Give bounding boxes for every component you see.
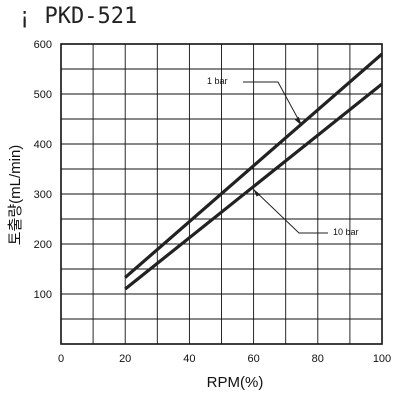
- series-group: [124, 52, 384, 291]
- y-tick-label: 100: [34, 289, 52, 301]
- x-tick-label: 0: [58, 353, 64, 365]
- annotation-label-1bar: 1 bar: [207, 76, 228, 86]
- annotation-label-10bar: 10 bar: [333, 227, 359, 237]
- y-tick-label: 200: [34, 239, 52, 251]
- x-tick-label: 40: [183, 353, 195, 365]
- plot-frame: [60, 43, 383, 345]
- y-tick-label: 400: [34, 139, 52, 151]
- annotation-arrow-10bar: [253, 189, 261, 197]
- annotation-leader-10bar: [253, 189, 328, 234]
- series-line-2: [124, 82, 383, 291]
- annotation-leader-1bar: [243, 81, 303, 127]
- series-line-1: [124, 52, 384, 279]
- annotations: 1 bar 10 bar: [207, 76, 359, 237]
- y-axis-label: 토출량(mL/min): [7, 145, 24, 246]
- chart-title: ¡ PKD-521: [18, 4, 137, 29]
- grid: [60, 43, 383, 345]
- x-tick-label: 20: [119, 353, 131, 365]
- y-tick-label: 300: [34, 189, 52, 201]
- x-tick-label: 60: [247, 353, 259, 365]
- y-tick-label: 500: [34, 89, 52, 101]
- x-tick-label: 100: [373, 353, 391, 365]
- annotation-arrow-1bar: [294, 116, 302, 126]
- x-tick-label: 80: [312, 353, 324, 365]
- x-axis-label: RPM(%): [207, 374, 264, 391]
- y-tick-label: 600: [34, 39, 52, 51]
- tick-labels: 0 20 40 60 80 100 100 200 300 400 500 600: [34, 39, 392, 365]
